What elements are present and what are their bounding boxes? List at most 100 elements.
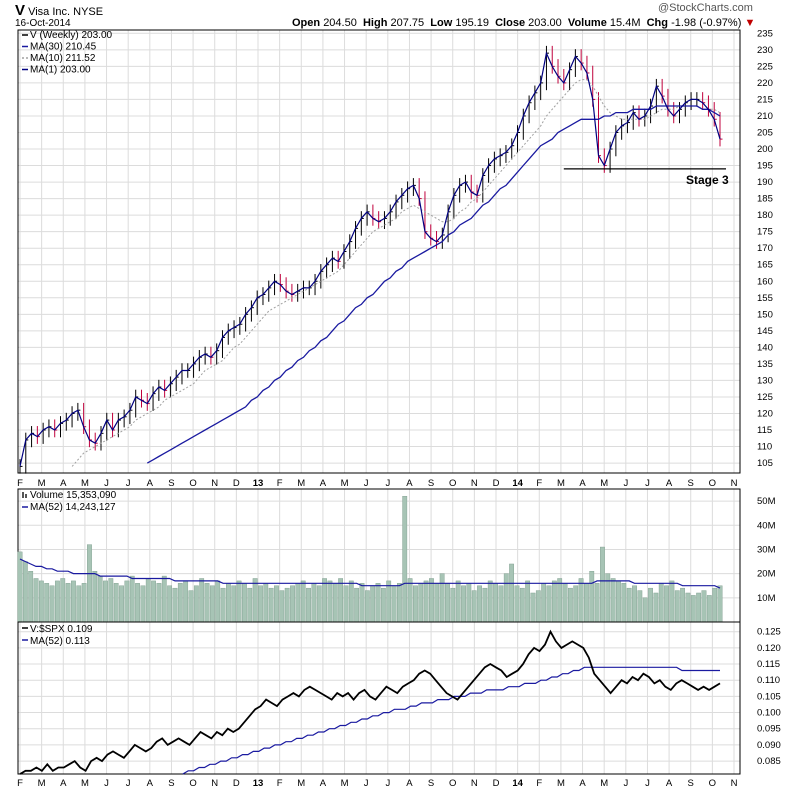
- volume-bar: [600, 546, 605, 623]
- volume-bar: [594, 583, 600, 623]
- volume-bar: [380, 587, 386, 623]
- volume-bar: [268, 587, 274, 623]
- volume-bar: [60, 578, 66, 623]
- volume-bar: [466, 583, 472, 623]
- x-tick-label: D: [233, 478, 240, 489]
- volume-bar: [407, 578, 413, 623]
- volume-bar: [65, 583, 71, 623]
- volume-bar: [49, 585, 55, 623]
- x-tick-label: S: [428, 478, 434, 489]
- x-tick-label: D: [493, 478, 500, 489]
- volume-bar: [108, 578, 114, 623]
- y-tick-label: 225: [757, 61, 773, 72]
- volume-bar: [306, 587, 311, 623]
- volume-bar: [284, 587, 290, 623]
- ratio-panel-frame: [17, 621, 741, 775]
- x-tick-label: A: [579, 778, 586, 789]
- volume-bar: [161, 575, 167, 623]
- high-value: 207.75: [390, 17, 425, 29]
- volume-bar: [209, 585, 215, 623]
- volume-bar: [129, 575, 135, 623]
- y-tick-label: 235: [757, 28, 773, 39]
- ratio-panel: 0.085 0.090 0.095 0.100 0.105 0.110 0.115 0.120…: [17, 621, 781, 789]
- legend-entry: V:$SPX 0.109: [30, 624, 93, 635]
- y-tick-label: 40M: [757, 520, 776, 531]
- ma1-price-line: [19, 51, 721, 467]
- y-tick-label: 10M: [757, 593, 776, 604]
- volume-bar: [76, 585, 82, 623]
- volume-bar: [140, 585, 146, 623]
- y-tick-label: 135: [757, 359, 773, 370]
- volume-bar: [578, 578, 584, 623]
- ticker-symbol: V: [15, 2, 26, 19]
- y-tick-label: 220: [757, 78, 773, 89]
- volume-bar: [103, 580, 108, 623]
- volume-bar: [274, 585, 279, 623]
- x-tick-label: M: [557, 778, 565, 789]
- y-tick-label: 0.125: [757, 627, 781, 638]
- chart-date: 16-Oct-2014: [15, 18, 71, 29]
- volume-bar: [562, 583, 568, 623]
- volume-bar: [332, 583, 338, 623]
- volume-bar: [402, 496, 408, 623]
- volume-bar: [167, 585, 173, 623]
- volume-bar: [226, 583, 231, 623]
- volume-bar: [637, 590, 643, 623]
- x-tick-label: A: [147, 778, 154, 789]
- volume-bar: [364, 590, 370, 623]
- y-tick-label: 105: [757, 458, 773, 469]
- volume-value: 15.4M: [609, 17, 641, 29]
- volume-bar: [193, 585, 199, 623]
- x-tick-label: A: [579, 478, 586, 489]
- price-panel-frame: [17, 29, 741, 474]
- volume-bar: [236, 580, 242, 623]
- x-tick-label: F: [17, 478, 23, 489]
- volume-bar: [375, 583, 381, 623]
- volume-bar: [530, 592, 536, 623]
- volume-bar: [242, 583, 247, 623]
- y-tick-label: 230: [757, 45, 773, 56]
- volume-bar: [188, 590, 194, 623]
- x-tick-label: O: [189, 478, 196, 489]
- x-tick-label: J: [364, 478, 369, 489]
- volume-bar: [343, 585, 349, 623]
- volume-bar: [145, 578, 151, 623]
- volume-bar: [567, 587, 573, 623]
- ma30-line: [146, 105, 721, 464]
- volume-bar: [712, 587, 718, 623]
- x-tick-label: M: [600, 478, 608, 489]
- volume-bar: [17, 551, 23, 623]
- volume-bars-icon: [25, 494, 27, 498]
- volume-bar: [648, 587, 653, 623]
- volume-bar: [477, 585, 482, 623]
- legend-entry: MA(1) 203.00: [30, 65, 91, 76]
- x-tick-label: N: [731, 778, 738, 789]
- volume-bar: [434, 583, 440, 623]
- volume-bar: [370, 585, 376, 623]
- x-tick-label: F: [277, 778, 283, 789]
- volume-bar: [386, 580, 392, 623]
- y-tick-label: 130: [757, 375, 773, 386]
- x-tick-label: J: [645, 778, 650, 789]
- volume-bar: [391, 585, 397, 623]
- y-tick-label: 175: [757, 227, 773, 238]
- x-tick-label: A: [320, 778, 327, 789]
- x-tick-label: A: [60, 478, 67, 489]
- y-tick-label: 200: [757, 144, 773, 155]
- volume-bar: [199, 578, 205, 623]
- volume-bar: [717, 585, 723, 623]
- y-tick-label: 185: [757, 194, 773, 205]
- volume-bar: [418, 583, 424, 623]
- volume-bar: [316, 585, 322, 623]
- volume-bar: [701, 590, 707, 623]
- x-tick-label: 13: [253, 778, 264, 789]
- x-tick-label: S: [168, 778, 174, 789]
- volume-bar: [658, 583, 664, 623]
- volume-bar: [87, 544, 92, 623]
- volume-bar: [135, 583, 140, 623]
- volume-bar: [252, 578, 258, 623]
- x-tick-label: O: [709, 478, 716, 489]
- x-tick-label: N: [211, 478, 218, 489]
- volume-bar: [455, 580, 461, 623]
